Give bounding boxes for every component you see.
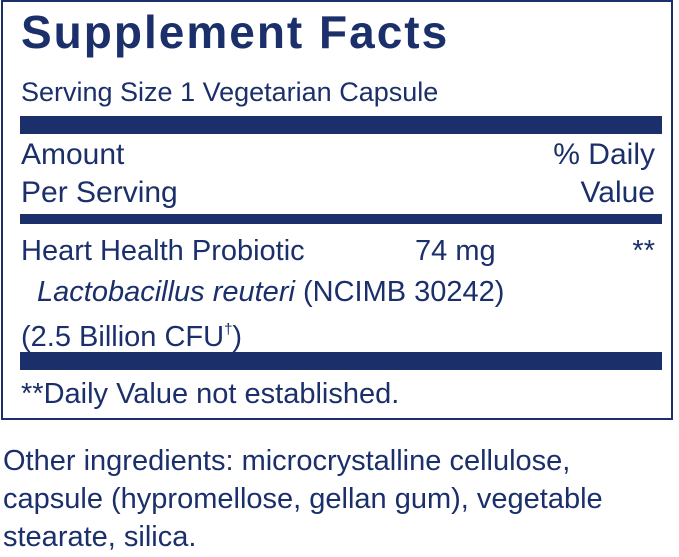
- ingredient-cfu: (2.5 Billion CFU†): [21, 312, 242, 355]
- daily-value-footnote: **Daily Value not established.: [21, 378, 400, 410]
- amount-per-serving-header: Amount Per Serving: [21, 136, 178, 212]
- cfu-text: (2.5 Billion CFU: [21, 321, 225, 353]
- thick-divider-bottom: [20, 352, 662, 370]
- dv-header-line1: % Daily: [553, 138, 655, 171]
- ingredient-name: Heart Health Probiotic: [21, 235, 305, 267]
- daily-value-header: % Daily Value: [553, 136, 655, 212]
- cfu-dagger: †: [224, 321, 233, 338]
- medium-divider: [20, 214, 662, 224]
- ingredient-strain: Lactobacillus reuteri (NCIMB 30242): [37, 274, 504, 310]
- panel-title: Supplement Facts: [21, 6, 450, 58]
- thick-divider-top: [20, 116, 662, 134]
- supplement-facts-panel: Supplement Facts Serving Size 1 Vegetari…: [1, 0, 673, 420]
- dv-header-line2: Value: [580, 176, 655, 209]
- serving-size: Serving Size 1 Vegetarian Capsule: [21, 77, 439, 107]
- strain-code: (NCIMB 30242): [294, 276, 505, 308]
- ingredient-amount: 74 mg: [415, 235, 496, 267]
- amount-header-line1: Amount: [21, 138, 125, 171]
- strain-species: Lactobacillus reuteri: [37, 276, 295, 308]
- cfu-close: ): [232, 321, 243, 353]
- other-ingredients: Other ingredients: microcrystalline cell…: [3, 445, 603, 553]
- amount-header-line2: Per Serving: [21, 176, 178, 209]
- ingredient-daily-value: **: [632, 235, 655, 267]
